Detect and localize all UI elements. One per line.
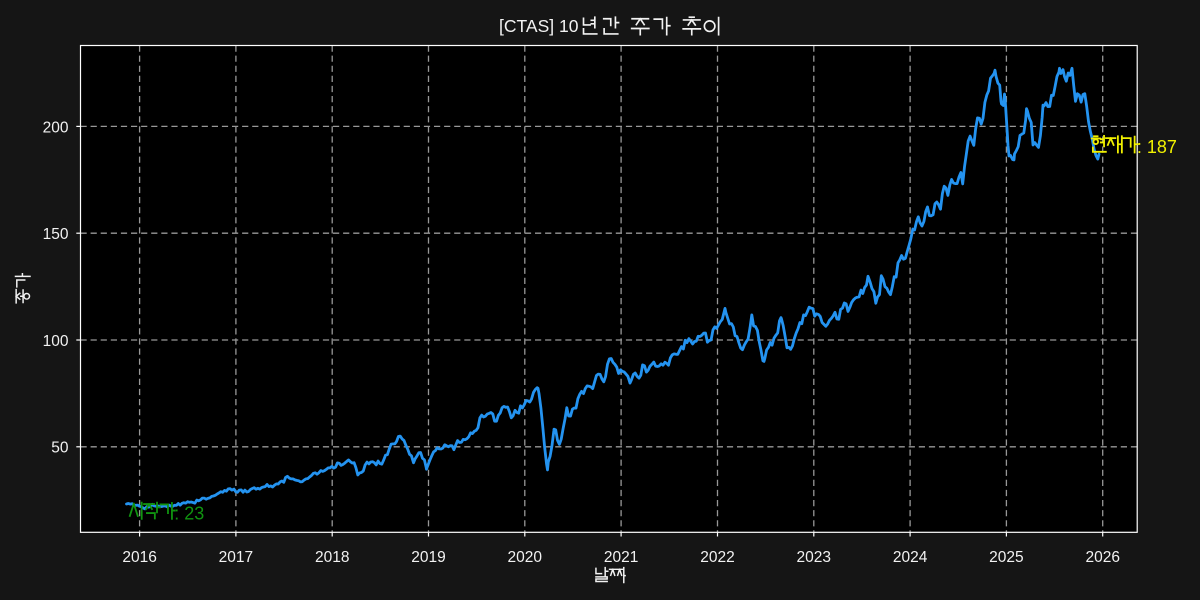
svg-text:200: 200 <box>43 119 69 136</box>
svg-text:2017: 2017 <box>219 549 253 566</box>
svg-text:2016: 2016 <box>122 549 156 566</box>
svg-text:2025: 2025 <box>989 549 1023 566</box>
svg-text:50: 50 <box>51 440 69 457</box>
svg-text:2019: 2019 <box>411 549 445 566</box>
svg-text:100: 100 <box>43 333 69 350</box>
svg-text:: 187: : 187 <box>1137 137 1177 157</box>
svg-text:2022: 2022 <box>700 549 734 566</box>
svg-text:150: 150 <box>43 226 69 243</box>
svg-text:2018: 2018 <box>315 549 349 566</box>
svg-text:2021: 2021 <box>604 549 638 566</box>
svg-text:2023: 2023 <box>797 549 831 566</box>
svg-text:[CTAS] 10: [CTAS] 10 <box>499 16 579 36</box>
svg-text:2026: 2026 <box>1085 549 1119 566</box>
svg-text:2020: 2020 <box>508 549 543 566</box>
svg-text:2024: 2024 <box>893 549 928 566</box>
svg-text:: 23: : 23 <box>174 503 204 523</box>
